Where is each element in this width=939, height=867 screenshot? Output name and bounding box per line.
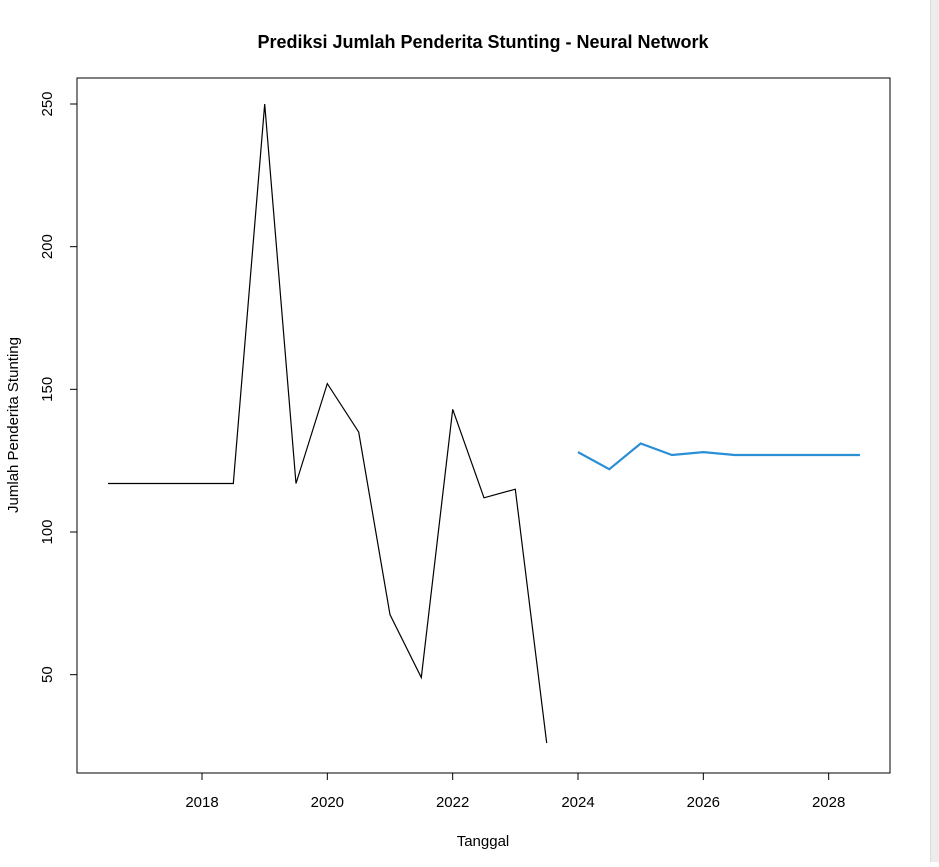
x-axis-label: Tanggal: [457, 833, 510, 850]
y-axis-label: Jumlah Penderita Stunting: [5, 337, 22, 513]
y-tick-label: 250: [39, 91, 56, 116]
y-axis: 50 100 150 200 250: [39, 91, 78, 683]
series-line-2: [577, 442, 860, 471]
y-tick-label: 100: [39, 519, 56, 544]
x-tick-label: 2022: [436, 794, 469, 811]
x-tick-label: 2028: [812, 794, 845, 811]
series-layer: [108, 103, 860, 744]
x-tick-label: 2018: [185, 794, 218, 811]
x-tick-label: 2024: [561, 794, 594, 811]
series-line-1: [108, 103, 548, 744]
x-tick-label: 2026: [687, 794, 720, 811]
x-tick-label: 2020: [311, 794, 344, 811]
scrollbar-track[interactable]: [930, 0, 939, 862]
chart-title: Prediksi Jumlah Penderita Stunting - Neu…: [257, 32, 709, 52]
plot-area-frame: [76, 77, 891, 774]
x-axis: 2018 2020 2022 2024 2026 2028: [185, 772, 845, 811]
y-tick-label: 50: [39, 666, 56, 683]
y-tick-label: 200: [39, 234, 56, 259]
y-tick-label: 150: [39, 377, 56, 402]
